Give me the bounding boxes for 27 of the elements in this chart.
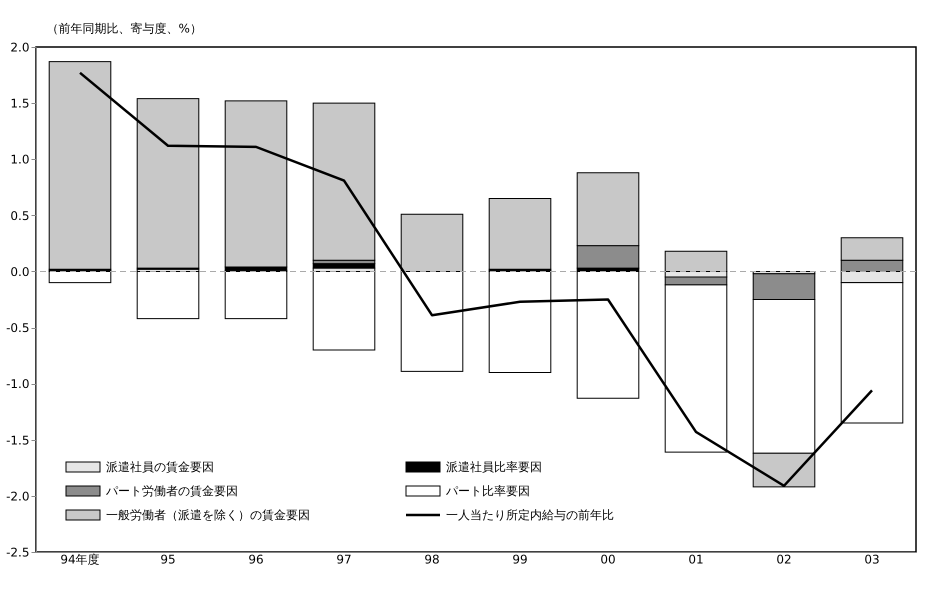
legend-label: パート労働者の賃金要因 bbox=[105, 484, 238, 498]
x-tick-label: 97 bbox=[336, 552, 352, 566]
x-tick-label: 96 bbox=[248, 552, 264, 566]
x-tick-label: 98 bbox=[424, 552, 440, 566]
y-tick-label: -2.5 bbox=[6, 546, 30, 560]
y-tick-label: 0.0 bbox=[10, 264, 30, 279]
y-tick-label: 1.5 bbox=[10, 96, 30, 111]
legend-label: パート比率要因 bbox=[445, 484, 530, 498]
y-tick-label: -0.5 bbox=[6, 321, 30, 336]
x-tick-label: 95 bbox=[160, 552, 176, 566]
y-tick-label: 1.0 bbox=[10, 152, 30, 167]
y-tick-label: 0.5 bbox=[10, 208, 30, 223]
y-tick-label: -2.0 bbox=[6, 489, 30, 504]
legend-label: 一人当たり所定内給与の前年比 bbox=[446, 508, 614, 522]
x-tick-label: 03 bbox=[864, 552, 880, 566]
legend-label: 派遣社員比率要因 bbox=[446, 460, 542, 474]
x-tick-label: 01 bbox=[688, 552, 704, 566]
y-axis-title: （前年同期比、寄与度、%） bbox=[46, 22, 202, 36]
legend-label: 派遣社員の賃金要因 bbox=[106, 460, 214, 474]
y-tick-label: 2.0 bbox=[10, 40, 30, 54]
x-tick-label: 00 bbox=[600, 552, 616, 566]
x-tick-label: 99 bbox=[512, 552, 528, 566]
legend-label: 一般労働者（派遣を除く）の賃金要因 bbox=[106, 508, 310, 522]
x-tick-label: 02 bbox=[776, 552, 792, 566]
x-tick-label: 94年度 bbox=[60, 552, 100, 566]
y-tick-label: -1.0 bbox=[6, 377, 30, 392]
y-tick-label: -1.5 bbox=[6, 433, 30, 448]
